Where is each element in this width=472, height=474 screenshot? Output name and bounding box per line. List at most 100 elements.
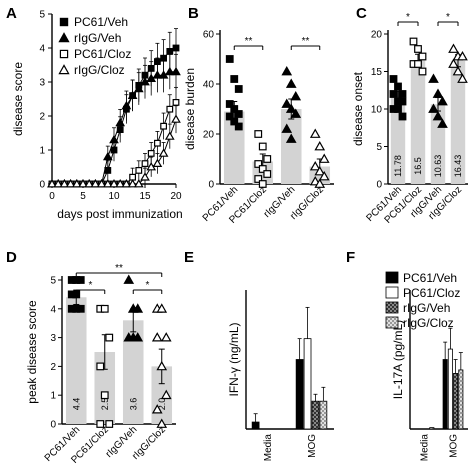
d-data-point	[132, 303, 144, 313]
d-y-tick-label: 1	[50, 391, 56, 402]
f-bar	[458, 369, 464, 430]
a-legend-label-1: rIgG/Veh	[74, 31, 121, 45]
a-point	[65, 178, 76, 188]
b-data-point	[230, 117, 239, 126]
a-legend-marker	[59, 49, 69, 59]
b-data-point	[290, 90, 302, 101]
a-point	[133, 83, 144, 93]
c-sig-label: *	[406, 12, 410, 23]
d-data-point	[151, 332, 163, 342]
b-data-point	[225, 100, 234, 108]
d-y-tick-label: 4	[50, 304, 56, 315]
b-data-point	[263, 170, 272, 178]
c-data-point	[457, 73, 468, 83]
f-bar	[453, 372, 459, 430]
c-data-point	[432, 110, 444, 121]
d-data-point	[96, 362, 105, 371]
a-point	[171, 66, 181, 76]
b-y-axis-label: disease burden	[183, 68, 197, 150]
f-legend-label-3: rIgG/Cloz	[403, 316, 454, 330]
d-y-tick-label: 2	[50, 362, 56, 373]
b-data-point	[254, 160, 263, 168]
panel-letter-b: B	[188, 5, 199, 22]
a-point	[171, 114, 181, 123]
a-point	[47, 178, 57, 188]
f-x-tick-label: Media	[420, 434, 431, 462]
f-legend-swatch	[385, 271, 399, 284]
d-data-point	[105, 420, 114, 428]
a-y-tick-label: 1	[39, 146, 45, 157]
a-point	[90, 178, 101, 188]
b-data-point	[314, 165, 326, 176]
e-y-axis-label: IFN-γ (ng/mL)	[227, 322, 241, 396]
a-point	[59, 178, 70, 188]
b-data-point	[230, 105, 239, 113]
b-data-point	[225, 55, 234, 63]
c-data-point	[432, 88, 444, 98]
a-x-tick-label: 5	[80, 191, 86, 202]
a-y-tick-label: 3	[39, 78, 45, 89]
d-y-tick-label: 3	[50, 333, 56, 344]
a-legend-label-0: PC61/Veh	[74, 15, 128, 29]
f-bar	[429, 427, 435, 430]
a-point	[127, 90, 138, 100]
a-point	[147, 150, 155, 157]
a-point	[166, 105, 174, 113]
b-data-point	[281, 98, 293, 108]
c-data-point	[437, 118, 448, 128]
b-data-point	[318, 153, 330, 163]
c-data-point	[418, 67, 427, 76]
e-x-tick-label: MOG	[307, 434, 318, 458]
f-legend-swatch	[385, 316, 399, 329]
f-legend-label-0: PC61/Veh	[403, 271, 457, 285]
f-y-axis-label: IL-17A (pg/mL)	[391, 320, 405, 399]
c-bar-value-label: 11.78	[393, 155, 403, 177]
d-data-point	[100, 391, 109, 400]
f-legend-label-2: rIgG/Veh	[403, 301, 450, 315]
a-point	[84, 178, 95, 188]
c-data-point	[448, 43, 459, 53]
a-point	[172, 98, 180, 106]
a-point	[115, 117, 126, 127]
b-sig-label: **	[245, 36, 253, 47]
a-legend-label-3: rIgG/Cloz	[74, 63, 125, 77]
d-bar-value-label: 4.4	[71, 398, 81, 411]
a-point	[133, 178, 144, 188]
b-data-point	[258, 180, 267, 188]
b-data-point	[309, 160, 321, 171]
f-legend-swatch	[385, 286, 399, 299]
c-data-point	[448, 58, 459, 68]
c-bar-value-label: 10.63	[433, 155, 443, 178]
b-y-tick-label: 40	[203, 80, 215, 91]
b-data-point	[285, 78, 297, 88]
d-data-point	[156, 360, 168, 371]
c-data-point	[428, 103, 439, 113]
a-x-axis-label: days post immunization	[57, 207, 182, 221]
e-bar	[251, 421, 260, 430]
c-bar-value-label: 16.5	[413, 157, 423, 175]
a-x-tick-label: 0	[49, 191, 55, 202]
a-point	[141, 160, 149, 168]
b-data-point	[234, 110, 243, 118]
d-data-point	[160, 332, 172, 342]
a-point	[102, 151, 113, 161]
c-data-point	[457, 50, 468, 61]
c-data-point	[437, 95, 448, 106]
a-point	[140, 172, 150, 181]
d-y-tick-label: 5	[50, 276, 56, 287]
b-data-point	[314, 178, 326, 188]
d-data-point	[156, 303, 168, 313]
b-data-point	[285, 103, 297, 113]
a-point	[135, 167, 143, 174]
b-bar	[280, 109, 302, 184]
c-data-point	[452, 65, 464, 76]
b-data-point	[290, 108, 302, 118]
b-data-point	[263, 155, 272, 163]
f-legend-label-1: PC61/Cloz	[403, 286, 460, 300]
e-bar	[311, 400, 320, 430]
c-y-tick-label: 0	[376, 180, 382, 191]
a-point	[160, 122, 168, 130]
e-bar	[295, 359, 304, 430]
c-bar	[450, 60, 466, 184]
